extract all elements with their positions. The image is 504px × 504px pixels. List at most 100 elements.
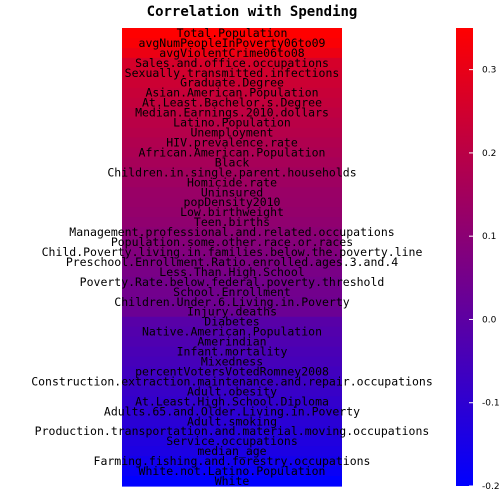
heatmap-cell — [122, 137, 342, 149]
heatmap-cell — [122, 97, 342, 109]
heatmap-cell — [122, 47, 342, 59]
row-label: Diabetes — [204, 315, 259, 329]
heatmap-cell — [122, 326, 342, 338]
row-label: White — [215, 474, 250, 488]
heatmap-cell — [122, 227, 342, 238]
heatmap-cell — [122, 476, 342, 487]
row-label: Latino.Population — [173, 116, 291, 130]
row-label: Farming.fishing.and.forestry.occupations — [94, 454, 371, 468]
colorbar-tick-label: -0.1 — [482, 399, 500, 409]
heatmap-cell — [122, 28, 342, 39]
chart-title: Correlation with Spending — [147, 4, 358, 20]
heatmap-cell — [122, 456, 342, 467]
heatmap-cell — [122, 356, 342, 368]
row-label: Children.in.single.parent.households — [107, 165, 356, 179]
row-label: Uninsured — [201, 185, 263, 199]
heatmap-cell — [122, 346, 342, 358]
row-label: Child.Poverty.living.in.families.below.t… — [42, 245, 423, 259]
heatmap-cell — [122, 436, 342, 447]
row-label: Less.Than.High.School — [159, 265, 304, 279]
heatmap-cell — [122, 416, 342, 427]
row-label: Mixedness — [201, 355, 263, 369]
row-label: median_age — [197, 444, 266, 458]
heatmap-cell — [122, 406, 342, 417]
row-label: Teen.births — [194, 215, 270, 229]
row-label: Median.Earnings.2010.dollars — [135, 106, 329, 120]
heatmap-cell — [122, 366, 342, 378]
heatmap-cell — [122, 67, 342, 79]
colorbar-tick-label: 0.1 — [482, 232, 496, 242]
heatmap-cell — [122, 157, 342, 168]
row-label: Black — [215, 155, 250, 169]
heatmap-cell — [122, 77, 342, 89]
row-label: Service.occupations — [166, 434, 298, 448]
colorbar-tick-label: 0.2 — [482, 149, 496, 159]
row-label: percentVotersVotedRomney2008 — [135, 364, 329, 378]
heatmap-cell — [122, 147, 342, 159]
row-label: At.Least.High.School.Diploma — [135, 394, 329, 408]
heatmap-cells — [122, 28, 342, 487]
row-label: Sales.and.office.occupations — [135, 56, 329, 70]
colorbar-tick-label: 0.3 — [482, 66, 496, 76]
row-label: Amerindian — [197, 335, 266, 349]
row-label: Adults.65.and.Older.Living.in.Poverty — [104, 404, 360, 418]
heatmap-cell — [122, 217, 342, 228]
row-label: Children.Under.6.Living.in.Poverty — [114, 295, 349, 309]
row-label: African.American.Population — [139, 145, 326, 159]
row-label: Infant.mortality — [177, 345, 288, 359]
heatmap-cell — [122, 376, 342, 388]
row-label: popDensity2010 — [184, 195, 281, 209]
heatmap-cell — [122, 276, 342, 288]
heatmap-cell — [122, 117, 342, 129]
colorbar: 0.3 0.2 0.1 0.0 -0.1 -0.2 — [456, 28, 500, 492]
row-label: avgViolentCrime06to08 — [159, 46, 304, 60]
heatmap-cell — [122, 336, 342, 348]
heatmap-cell — [122, 446, 342, 457]
heatmap-cell — [122, 316, 342, 328]
row-label: Construction.extraction.maintenance.and.… — [31, 374, 433, 388]
heatmap-cell — [122, 127, 342, 139]
row-label: HIV.prevalence.rate — [166, 135, 298, 149]
row-label: Asian.American.Population — [145, 86, 318, 100]
row-label: Population.some.other.race.or.races — [111, 235, 353, 249]
colorbar-gradient — [456, 28, 473, 486]
row-label: Adult.smoking — [187, 414, 277, 428]
row-label: Low.birthweight — [180, 205, 284, 219]
row-label: Graduate.Degree — [180, 76, 284, 90]
row-label: Adult.obesity — [187, 384, 277, 398]
heatmap-cell — [122, 296, 342, 308]
row-labels: Total.PopulationavgNumPeopleInPoverty06t… — [31, 26, 433, 488]
row-label: Production.transportation.and.material.m… — [35, 424, 430, 438]
row-label: Unemployment — [190, 126, 273, 140]
row-label: Homicide.rate — [187, 175, 277, 189]
heatmap-cell — [122, 107, 342, 119]
row-label: avgNumPeopleInPoverty06to09 — [139, 36, 326, 50]
heatmap-cell — [122, 396, 342, 407]
row-label: Total.Population — [177, 26, 288, 40]
heatmap-cell — [122, 237, 342, 248]
heatmap-cell — [122, 257, 342, 268]
row-label: Injury.deaths — [187, 305, 277, 319]
heatmap-cell — [122, 57, 342, 69]
row-label: White.not.Latino.Population — [139, 464, 326, 478]
row-label: Preschool.Enrollment.Ratio.enrolled.ages… — [66, 255, 398, 269]
heatmap-cell — [122, 87, 342, 99]
heatmap-cell — [122, 197, 342, 208]
heatmap-cell — [122, 306, 342, 318]
heatmap-cell — [122, 247, 342, 258]
heatmap-cell — [122, 37, 342, 49]
colorbar-tick-label: 0.0 — [482, 315, 497, 325]
heatmap-cell — [122, 266, 342, 278]
row-label: Sexually.transmitted.infections — [125, 66, 340, 80]
heatmap-cell — [122, 286, 342, 298]
heatmap-cell — [122, 177, 342, 188]
heatmap-cell — [122, 167, 342, 178]
colorbar-tick-label: -0.2 — [482, 482, 500, 492]
row-label: Management.professional.and.related.occu… — [69, 225, 394, 239]
heatmap-cell — [122, 386, 342, 397]
row-label: Native.American.Population — [142, 325, 322, 339]
heatmap-cell — [122, 187, 342, 198]
row-label: Poverty.Rate.below.federal.poverty.thres… — [80, 275, 385, 289]
row-label: At.Least.Bachelor.s.Degree — [142, 96, 322, 110]
